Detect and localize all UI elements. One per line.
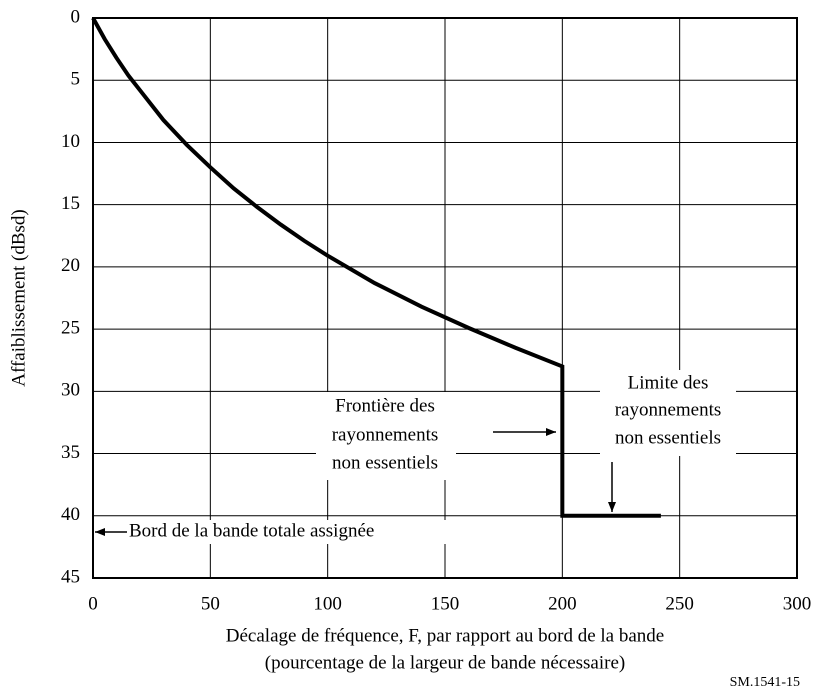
y-tick-label: 20 bbox=[61, 255, 80, 276]
annotation-bg bbox=[127, 520, 447, 544]
figure-id: SM.1541-15 bbox=[730, 675, 800, 690]
y-tick-label: 10 bbox=[61, 131, 80, 152]
x-axis-label: Décalage de fréquence, F, par rapport au… bbox=[226, 625, 664, 646]
annotation: Limite des bbox=[628, 372, 709, 393]
y-axis-label: Affaiblissement (dBsd) bbox=[8, 209, 29, 387]
x-tick-label: 300 bbox=[783, 593, 812, 614]
y-tick-label: 35 bbox=[61, 442, 80, 463]
x-tick-label: 50 bbox=[201, 593, 220, 614]
y-tick-label: 25 bbox=[61, 317, 80, 338]
x-tick-label: 0 bbox=[88, 593, 98, 614]
y-tick-label: 0 bbox=[71, 6, 81, 27]
annotation: rayonnements bbox=[332, 424, 439, 445]
annotation: non essentiels bbox=[332, 452, 438, 473]
x-tick-label: 100 bbox=[313, 593, 342, 614]
annotation-bg bbox=[600, 370, 736, 456]
annotation: non essentiels bbox=[615, 427, 721, 448]
x-tick-label: 200 bbox=[548, 593, 577, 614]
annotation: Bord de la bande totale assignée bbox=[129, 520, 374, 541]
annotation: Frontière des bbox=[335, 395, 435, 416]
x-tick-label: 250 bbox=[665, 593, 694, 614]
y-tick-label: 40 bbox=[61, 504, 80, 525]
y-tick-label: 15 bbox=[61, 193, 80, 214]
x-tick-label: 150 bbox=[431, 593, 460, 614]
y-tick-label: 30 bbox=[61, 380, 80, 401]
y-tick-label: 5 bbox=[71, 69, 81, 90]
annotation: rayonnements bbox=[615, 399, 722, 420]
annotation-bg bbox=[316, 392, 456, 480]
x-axis-label: (pourcentage de la largeur de bande néce… bbox=[265, 652, 625, 673]
line bbox=[91, 17, 661, 518]
plot-frame bbox=[92, 17, 798, 579]
y-tick-label: 45 bbox=[61, 566, 80, 587]
